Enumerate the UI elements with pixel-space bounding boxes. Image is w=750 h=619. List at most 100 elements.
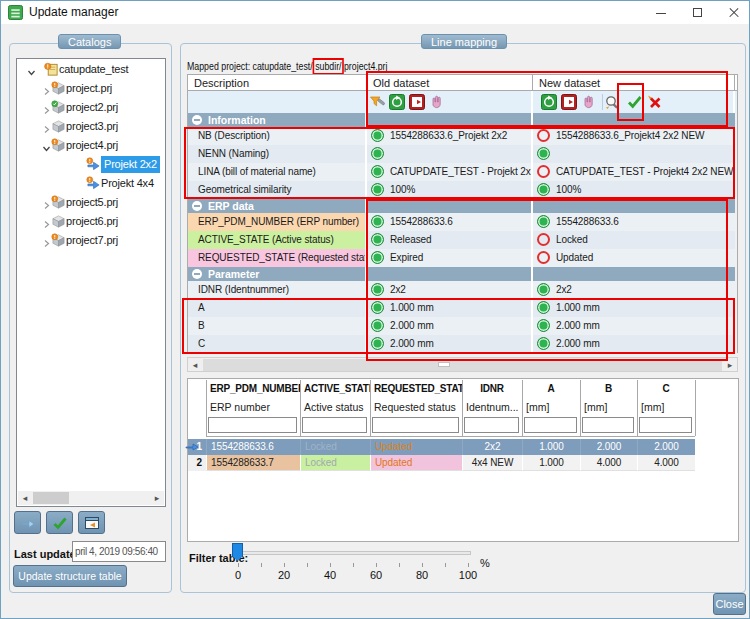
update-structure-table-button[interactable]: Update structure table (13, 565, 127, 587)
table-column-name[interactable]: ERP_PDM_NUMBER (206, 383, 300, 394)
table-filter-input[interactable] (372, 417, 459, 433)
tree-chevron-icon[interactable] (27, 65, 36, 74)
window-title: Update manager (29, 5, 118, 19)
cube-alert-icon (51, 233, 66, 248)
tree-item-label[interactable]: project6.prj (66, 213, 118, 230)
annotation-check-icon (617, 83, 644, 121)
close-window-button[interactable] (717, 1, 750, 24)
tree-item-label[interactable]: project5.prj (66, 194, 118, 211)
table-cell[interactable]: 2.000 (637, 439, 695, 455)
table-cell[interactable]: 4.000 (580, 455, 637, 471)
slider-tick-label: 40 (315, 569, 345, 581)
part-alert-icon (86, 157, 101, 172)
table-cell[interactable]: Locked (300, 439, 370, 455)
scroll-right-icon[interactable]: ▸ (150, 491, 164, 505)
slider-tick-label: 100 (453, 569, 483, 581)
annotation-dataset-headers (366, 71, 728, 127)
table-cell[interactable]: Locked (300, 455, 370, 471)
tree-chevron-icon[interactable] (42, 217, 51, 226)
table-column-name[interactable]: IDNR (462, 383, 522, 394)
table-filter-input[interactable] (464, 417, 519, 433)
tree-chevron-icon[interactable] (42, 198, 51, 207)
table-cell[interactable]: Updated (370, 455, 462, 471)
catalogs-groupbox: Catalogs ◂ ▸ catupdate_testproject.prjpr… (9, 43, 172, 593)
table-filter-input[interactable] (208, 417, 297, 433)
table-column-subtitle: [mm] (584, 401, 607, 413)
tree-horizontal-scrollbar[interactable]: ◂ ▸ (18, 491, 164, 505)
cube-icon (51, 119, 66, 134)
app-icon (8, 5, 23, 20)
accept-check-button[interactable] (46, 511, 73, 534)
table-column-subtitle: Identnum... (466, 401, 519, 413)
row-number: 1 (188, 439, 202, 455)
table-cell[interactable]: 1554288633.7 (206, 455, 300, 471)
table-column-subtitle: [mm] (641, 401, 664, 413)
title-bar: Update manager (1, 1, 749, 24)
tree-chevron-icon[interactable] (42, 122, 51, 131)
row-label: IDNR (Identnummer) (188, 281, 367, 299)
section-title: Information (208, 114, 266, 126)
close-button[interactable]: Close (713, 593, 746, 615)
table-column-name[interactable]: B (580, 383, 637, 394)
tree-item-label[interactable]: catupdate_test (59, 61, 128, 78)
table-filter-input[interactable] (302, 417, 367, 433)
slider-tick-label: 20 (269, 569, 299, 581)
tree-item-label[interactable]: Projekt 4x4 (101, 175, 154, 192)
table-column-name[interactable]: REQUESTED_STATE (370, 383, 462, 394)
slider-tick-label: 60 (361, 569, 391, 581)
grid-scroll-left-icon[interactable]: ◂ (188, 358, 202, 372)
tree-item-label[interactable]: Projekt 2x2 (101, 156, 160, 173)
section-title: ERP data (208, 200, 254, 212)
tree-item-label[interactable]: project7.prj (66, 232, 118, 249)
table-cell[interactable]: 1554288633.6 (206, 439, 300, 455)
table-filter-input[interactable] (639, 417, 692, 433)
table-column-name[interactable]: C (637, 383, 695, 394)
tree-item-label[interactable]: project.prj (66, 80, 112, 97)
last-update-label: Last update (14, 548, 76, 560)
cube-alert-icon (51, 81, 66, 96)
tree-chevron-icon[interactable] (42, 103, 51, 112)
tree-item-label[interactable]: project3.prj (66, 118, 118, 135)
table-cell[interactable]: 4.000 (637, 455, 695, 471)
table-column-subtitle: Active status (304, 401, 364, 413)
annotation-information-rows (184, 127, 735, 199)
part-alert-icon (86, 176, 101, 191)
table-cell[interactable]: 1.000 (522, 439, 580, 455)
collapse-minus-icon[interactable] (192, 201, 202, 211)
table-column-subtitle: ERP number (210, 401, 270, 413)
row-label: ACTIVE_STATE (Active status) (188, 231, 367, 249)
table-column-subtitle: Requested status (374, 401, 456, 413)
map-arrow-button[interactable] (14, 511, 41, 534)
cube-alert-icon (51, 195, 66, 210)
tree-item-label[interactable]: project2.prj (66, 99, 118, 116)
cube-alert-icon (51, 138, 66, 153)
tree-item-label[interactable]: project4.prj (66, 137, 118, 154)
filter-slider-track[interactable] (238, 551, 471, 555)
maximize-button[interactable] (681, 1, 715, 24)
tree-chevron-icon[interactable] (42, 84, 51, 93)
section-title: Parameter (208, 268, 259, 280)
scroll-left-icon[interactable]: ◂ (18, 491, 32, 505)
collapse-minus-icon[interactable] (192, 269, 202, 279)
table-cell[interactable]: 1.000 (522, 455, 580, 471)
line-mapping-label: Line mapping (421, 34, 507, 49)
export-window-button[interactable] (78, 511, 105, 534)
table-column-name[interactable]: ACTIVE_STATE (300, 383, 370, 394)
table-filter-input[interactable] (524, 417, 577, 433)
tree-scroll-thumb[interactable] (33, 492, 69, 504)
table-column-subtitle: [mm] (526, 401, 549, 413)
tree-chevron-icon[interactable] (42, 236, 51, 245)
table-cell[interactable]: 2x2 (462, 439, 522, 455)
cube-check-icon (51, 100, 66, 115)
table-filter-input[interactable] (582, 417, 634, 433)
table-column-name[interactable]: A (522, 383, 580, 394)
structure-table: ERP_PDM_NUMBER ERP number ACTIVE_STATE Acti… (187, 378, 739, 542)
catalog-tree: ◂ ▸ catupdate_test project.prj project2.pr… (16, 58, 166, 507)
table-cell[interactable]: 2.000 (580, 439, 637, 455)
last-update-field[interactable]: pril 4, 2019 09:56:40 (72, 541, 166, 562)
collapse-minus-icon[interactable] (192, 115, 202, 125)
table-cell[interactable]: 4x4 NEW (462, 455, 522, 471)
minimize-button[interactable] (644, 1, 678, 24)
tree-chevron-icon[interactable] (42, 141, 51, 150)
table-cell[interactable]: Updated (370, 439, 462, 455)
